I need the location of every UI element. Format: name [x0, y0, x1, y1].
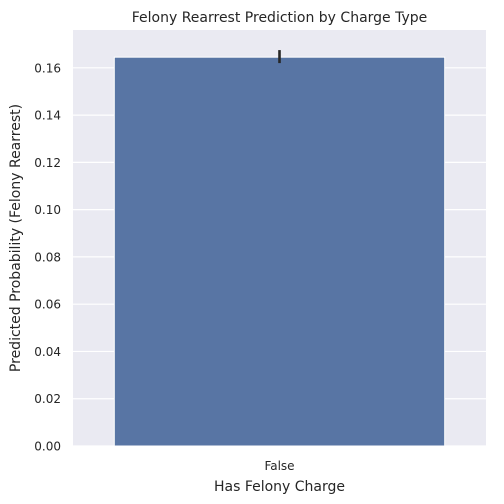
- y-axis-label: Predicted Probability (Felony Rearrest): [8, 104, 24, 372]
- x-tick-label: False: [264, 459, 294, 473]
- y-tick-label: 0.00: [34, 440, 61, 454]
- y-tick-label: 0.08: [34, 250, 61, 264]
- bars: [113, 56, 446, 447]
- y-tick-label: 0.06: [34, 298, 61, 312]
- y-tick-label: 0.04: [34, 345, 61, 359]
- y-tick-label: 0.12: [34, 156, 61, 170]
- bar: [113, 56, 446, 447]
- y-tick-label: 0.14: [34, 109, 61, 123]
- x-tick-labels: False: [264, 459, 294, 473]
- y-tick-label: 0.02: [34, 392, 61, 406]
- y-tick-label: 0.16: [34, 61, 61, 75]
- x-axis-label: Has Felony Charge: [214, 479, 345, 495]
- y-tick-label: 0.10: [34, 203, 61, 217]
- chart-title: Felony Rearrest Prediction by Charge Typ…: [132, 10, 428, 26]
- y-tick-labels: 0.00 0.02 0.04 0.06 0.08 0.10 0.12 0.14 0.16: [34, 61, 61, 453]
